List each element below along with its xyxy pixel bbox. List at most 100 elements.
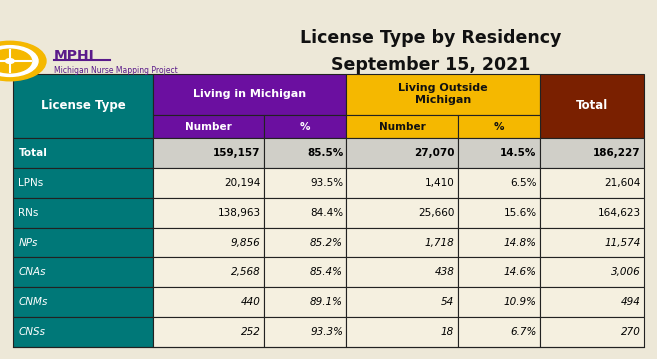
Bar [153,287,264,317]
Bar [346,317,457,347]
Bar [346,228,457,257]
Text: 138,963: 138,963 [217,208,261,218]
Text: September 15, 2021: September 15, 2021 [330,56,530,74]
Bar [264,138,346,168]
Text: MPHI: MPHI [54,49,95,62]
Bar [153,138,264,168]
Text: 93.3%: 93.3% [310,327,343,337]
Bar [457,198,540,228]
Text: CNAs: CNAs [18,267,46,277]
Text: Living Outside
Michigan: Living Outside Michigan [398,83,488,105]
Text: 54: 54 [441,297,454,307]
Circle shape [0,57,7,65]
Text: NPs: NPs [18,238,37,247]
Bar [153,115,264,138]
Text: 494: 494 [621,297,641,307]
Bar [13,257,153,287]
Text: 20,194: 20,194 [224,178,261,188]
Text: 14.8%: 14.8% [504,238,537,247]
Text: 11,574: 11,574 [604,238,641,247]
Bar [264,168,346,198]
Text: 27,070: 27,070 [414,148,454,158]
Text: 85.4%: 85.4% [310,267,343,277]
Text: License Type by Residency: License Type by Residency [300,29,561,47]
Bar [153,168,264,198]
Bar [346,138,457,168]
Text: 85.5%: 85.5% [307,148,343,158]
Bar [346,74,540,115]
Circle shape [5,59,14,64]
Text: 85.2%: 85.2% [310,238,343,247]
Bar [457,317,540,347]
Bar [457,287,540,317]
Bar [13,74,153,138]
Text: 438: 438 [434,267,454,277]
Text: Michigan Nurse Mapping Project: Michigan Nurse Mapping Project [54,65,177,75]
Text: License Type: License Type [41,99,125,112]
Circle shape [12,57,29,65]
Circle shape [2,62,18,71]
Text: Total: Total [18,148,47,158]
Bar [13,317,153,347]
Bar [264,228,346,257]
Text: %: % [493,122,504,131]
Text: 1,718: 1,718 [424,238,454,247]
Text: Number: Number [185,122,232,131]
Text: 25,660: 25,660 [418,208,454,218]
Bar [264,317,346,347]
Circle shape [0,46,38,76]
Bar [153,198,264,228]
Bar [13,287,153,317]
Bar [153,228,264,257]
Bar [13,228,153,257]
Text: 14.6%: 14.6% [504,267,537,277]
Text: 15.6%: 15.6% [503,208,537,218]
Text: 6.7%: 6.7% [510,327,537,337]
Text: CNSs: CNSs [18,327,45,337]
Bar [457,115,540,138]
Bar [457,257,540,287]
Bar [13,168,153,198]
Text: 440: 440 [241,297,261,307]
Text: 21,604: 21,604 [604,178,641,188]
Bar [264,198,346,228]
Text: Living in Michigan: Living in Michigan [193,89,306,99]
Text: 18: 18 [441,327,454,337]
Bar [264,257,346,287]
Text: 186,227: 186,227 [593,148,641,158]
Bar [346,287,457,317]
Bar [457,228,540,257]
Bar [13,198,153,228]
Bar [153,317,264,347]
Bar [457,138,540,168]
Bar [346,198,457,228]
Bar [540,74,644,138]
Bar [540,198,644,228]
Bar [346,257,457,287]
Bar [13,138,153,168]
Bar [540,287,644,317]
Text: 252: 252 [241,327,261,337]
Text: RNs: RNs [18,208,39,218]
Text: 84.4%: 84.4% [310,208,343,218]
Text: 1,410: 1,410 [424,178,454,188]
Text: 3,006: 3,006 [611,267,641,277]
Bar [457,168,540,198]
Text: Number: Number [378,122,425,131]
Bar [540,317,644,347]
Text: 14.5%: 14.5% [500,148,537,158]
Text: 89.1%: 89.1% [310,297,343,307]
Bar [264,115,346,138]
Bar [346,168,457,198]
Bar [346,115,457,138]
Text: 159,157: 159,157 [214,148,261,158]
Text: Total: Total [576,99,608,112]
Text: %: % [300,122,311,131]
Circle shape [0,49,32,73]
Text: 6.5%: 6.5% [510,178,537,188]
Bar [540,138,644,168]
Circle shape [2,51,18,60]
Bar [540,228,644,257]
Bar [264,287,346,317]
Text: 10.9%: 10.9% [504,297,537,307]
